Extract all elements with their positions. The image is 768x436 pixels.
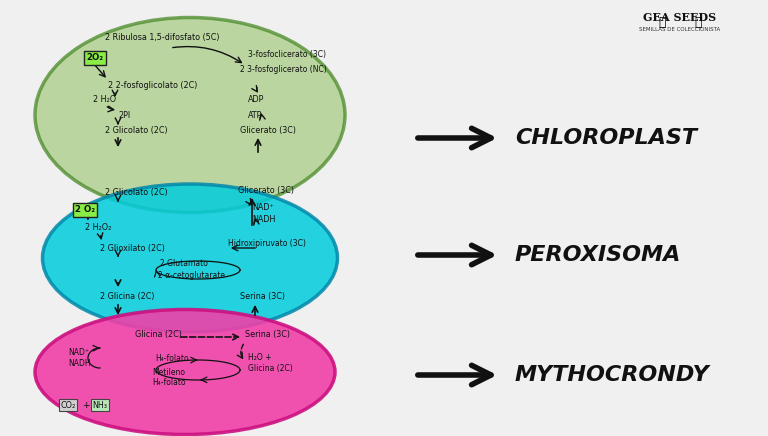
Ellipse shape (42, 184, 337, 332)
Text: 2 Ribulosa 1,5-difosfato (5C): 2 Ribulosa 1,5-difosfato (5C) (105, 34, 220, 42)
Text: CO₂: CO₂ (61, 401, 75, 409)
Text: 2 α-cetoglutarate: 2 α-cetoglutarate (158, 270, 225, 279)
Text: ATP: ATP (248, 110, 263, 119)
Text: 🌿: 🌿 (694, 17, 702, 30)
Text: 2 Glicolato (2C): 2 Glicolato (2C) (105, 187, 167, 197)
Ellipse shape (35, 310, 335, 435)
Text: CHLOROPLAST: CHLOROPLAST (515, 128, 697, 148)
Text: NAD⁺: NAD⁺ (68, 347, 89, 357)
Text: NADH: NADH (68, 358, 91, 368)
Text: 2 O₂: 2 O₂ (75, 205, 95, 215)
Text: NH₃: NH₃ (92, 401, 108, 409)
Text: NAD⁺: NAD⁺ (252, 204, 273, 212)
Text: 3-fosfoclicerato (3C): 3-fosfoclicerato (3C) (248, 51, 326, 59)
Text: NADH: NADH (252, 215, 276, 225)
Text: Serina (3C): Serina (3C) (240, 292, 285, 300)
Text: H₂O +: H₂O + (248, 352, 272, 361)
Text: 2 Glicina (2C): 2 Glicina (2C) (100, 292, 154, 300)
Text: 2PI: 2PI (118, 110, 130, 119)
Text: +: + (82, 401, 90, 409)
Text: 2 Glioxilato (2C): 2 Glioxilato (2C) (100, 243, 165, 252)
Text: 2 Glutamato: 2 Glutamato (160, 259, 208, 269)
Text: 2 3-fosfoglicerato (NC): 2 3-fosfoglicerato (NC) (240, 65, 326, 75)
Ellipse shape (35, 17, 345, 212)
Text: PEROXISOMA: PEROXISOMA (515, 245, 681, 265)
Text: Glicerato (3C): Glicerato (3C) (238, 185, 294, 194)
Text: H₄-folato: H₄-folato (152, 378, 186, 386)
Text: Metileno: Metileno (152, 368, 185, 377)
Text: H₄-folato: H₄-folato (155, 354, 189, 362)
Text: SEMILLAS DE COLECCIONISTA: SEMILLAS DE COLECCIONISTA (640, 27, 720, 33)
Text: 2 H₂O: 2 H₂O (93, 95, 116, 105)
Text: GEA SEEDS: GEA SEEDS (644, 13, 717, 24)
Text: 2 H₂O₂: 2 H₂O₂ (85, 224, 111, 232)
Text: 2 2-fosfoglicolato (2C): 2 2-fosfoglicolato (2C) (108, 81, 197, 89)
Text: Glicina (2C): Glicina (2C) (135, 330, 182, 340)
Text: Glicina (2C): Glicina (2C) (248, 364, 293, 372)
Text: Glicerato (3C): Glicerato (3C) (240, 126, 296, 134)
Text: 🌿: 🌿 (658, 17, 666, 30)
Text: Hidroxipiruvato (3C): Hidroxipiruvato (3C) (228, 238, 306, 248)
Text: ADP: ADP (248, 95, 264, 105)
Text: 2O₂: 2O₂ (87, 54, 104, 62)
Text: 2 Glicolato (2C): 2 Glicolato (2C) (105, 126, 167, 134)
Text: Serina (3C): Serina (3C) (245, 330, 290, 340)
Text: MYTHOCRONDY: MYTHOCRONDY (515, 365, 710, 385)
